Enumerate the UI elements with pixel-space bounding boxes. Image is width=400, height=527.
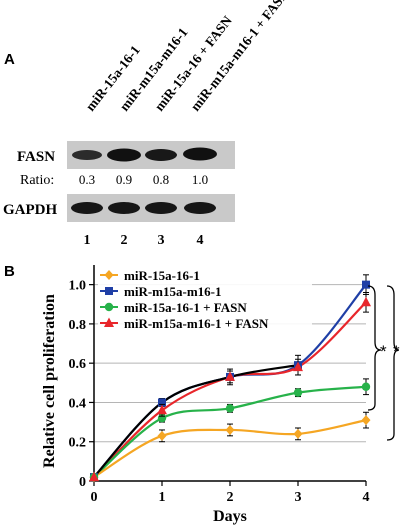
legend-label: miR-m15a-m16-1 [124, 284, 221, 299]
lane-number: 3 [158, 233, 165, 248]
ratio-value: 0.3 [79, 172, 95, 187]
data-point [293, 428, 303, 439]
lane-number: 1 [84, 233, 91, 248]
lane-number: 2 [121, 233, 128, 248]
legend-label: miR-m15a-m16-1 + FASN [124, 316, 269, 331]
ratio-value: 0.8 [153, 172, 169, 187]
legend-label: miR-15a-16-1 + FASN [124, 300, 247, 315]
fasn-band [107, 148, 141, 162]
data-point [104, 302, 114, 312]
gapdh-band [184, 202, 216, 214]
gapdh-band [145, 202, 177, 214]
lane-number: 4 [197, 233, 204, 248]
ratio-value: 0.9 [116, 172, 132, 187]
data-point [89, 471, 99, 482]
fasn-band [145, 149, 177, 161]
significance-bracket-inner [367, 285, 382, 411]
legend-label: miR-15a-16-1 [124, 268, 200, 283]
y-tick-label: 0.6 [69, 357, 87, 372]
data-point [225, 371, 235, 381]
series-line [93, 364, 299, 478]
data-point [293, 388, 303, 397]
y-tick-label: 0 [79, 475, 86, 490]
data-point [361, 415, 371, 426]
data-point [157, 430, 167, 441]
fasn-band [183, 147, 217, 161]
ratio-value: 1.0 [192, 172, 208, 187]
y-tick-label: 1.0 [69, 279, 87, 294]
fasn-label: FASN [17, 149, 55, 165]
x-tick-label: 4 [363, 490, 370, 505]
data-point [293, 361, 303, 372]
x-tick-label: 1 [159, 490, 166, 505]
significance-asterisk: * [393, 342, 400, 361]
data-point [104, 270, 114, 280]
x-tick-label: 0 [91, 490, 98, 505]
gapdh-band [71, 202, 103, 214]
data-point [361, 296, 371, 307]
data-point [362, 280, 370, 289]
x-axis-label: Days [213, 508, 247, 525]
y-tick-label: 0.2 [69, 436, 87, 451]
significance-bracket-outer [386, 285, 400, 441]
x-tick-label: 3 [295, 490, 302, 505]
data-point [225, 404, 235, 413]
data-point [104, 317, 114, 327]
y-tick-label: 0.8 [69, 318, 87, 333]
data-point [158, 398, 166, 407]
panel-b-label: B [4, 263, 15, 280]
data-point [157, 404, 167, 415]
panel-a-label: A [4, 51, 15, 68]
fasn-band [72, 150, 102, 160]
gapdh-label: GAPDH [3, 202, 57, 218]
gapdh-band [108, 202, 140, 214]
proliferation-chart: 0 0.2 0.4 0.6 0.8 1.0 0 1 2 3 4 Days Relative cell p… [41, 265, 371, 525]
ratio-label: Ratio: [20, 173, 54, 188]
data-point [225, 424, 235, 435]
data-point [105, 287, 113, 295]
legend-box [98, 266, 312, 336]
y-axis-label: Relative cell proliferation [41, 294, 58, 468]
x-tick-label: 2 [227, 490, 234, 505]
lane-labels: miR-15a-16-1 miR-m15a-m16-1 miR-15a-16 +… [83, 0, 292, 114]
data-point [361, 382, 371, 391]
significance-asterisk: * [380, 342, 387, 361]
y-tick-label: 0.4 [69, 396, 87, 411]
